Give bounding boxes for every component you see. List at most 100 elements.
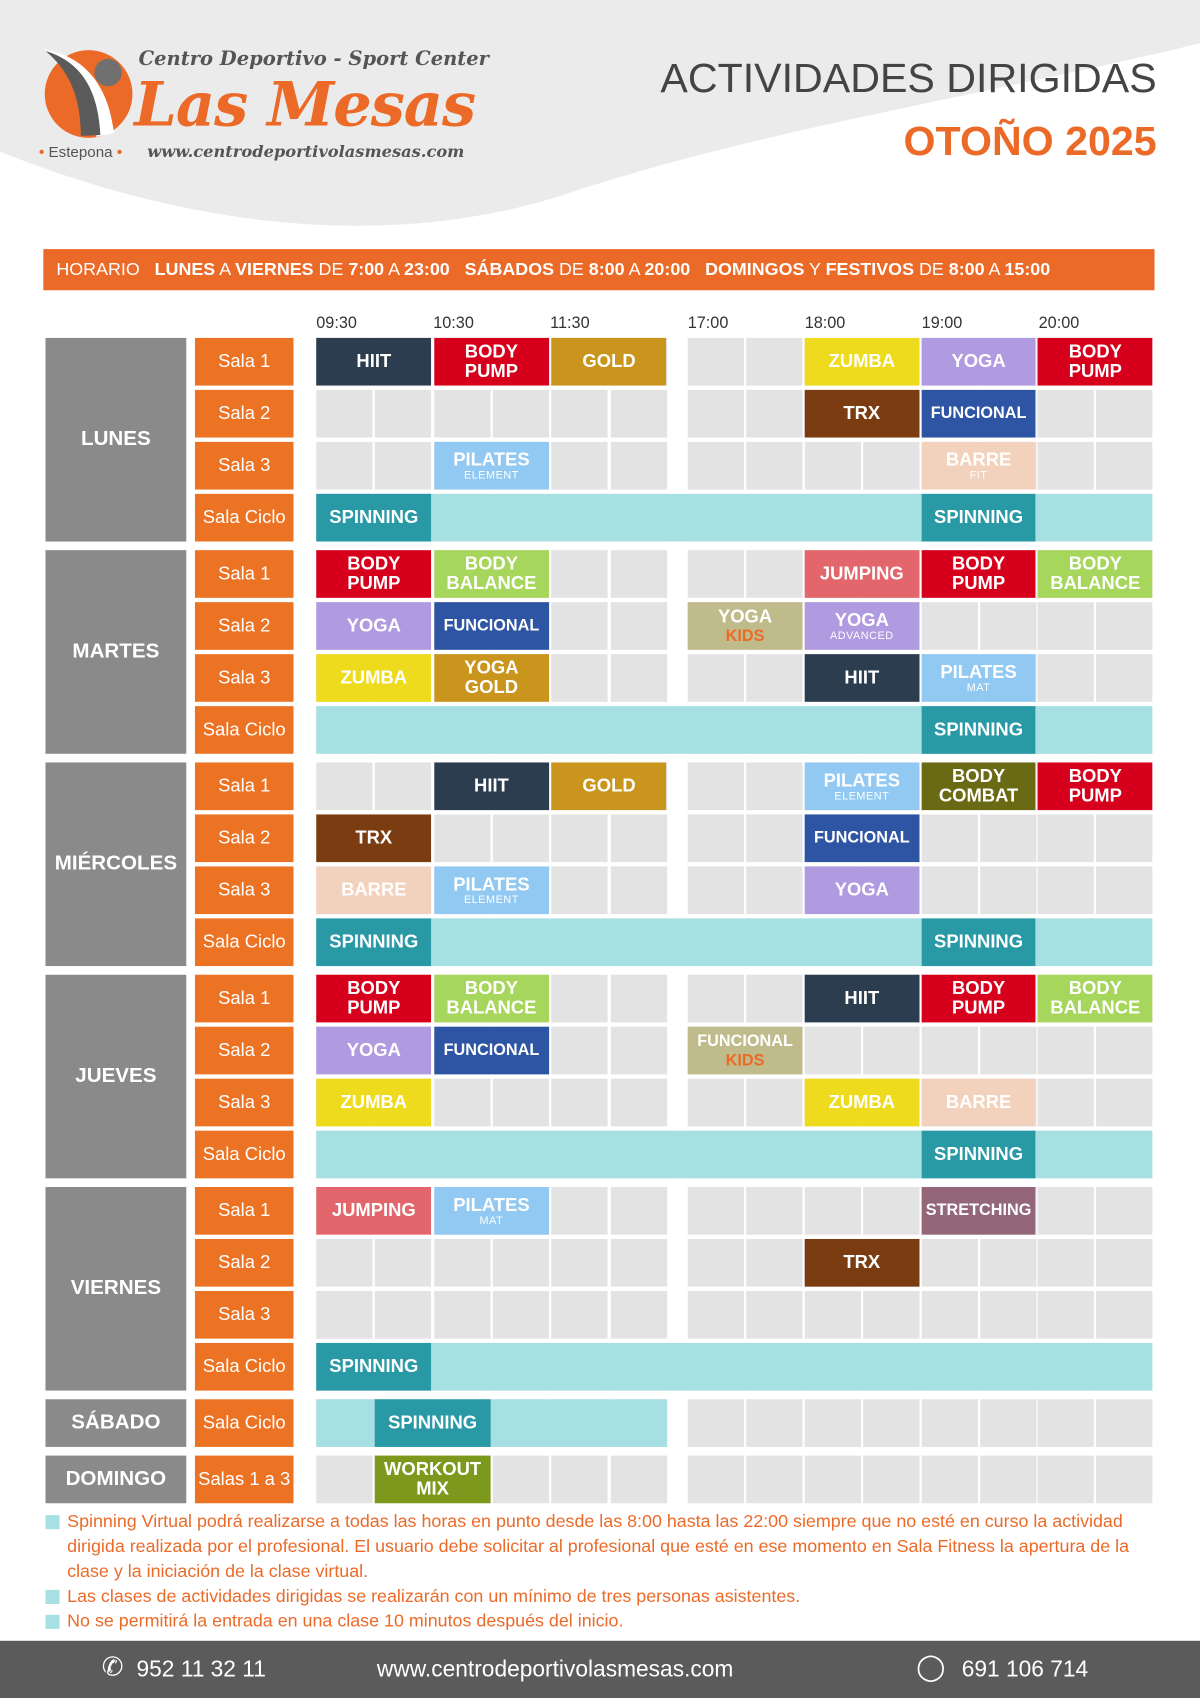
class-block[interactable]: SPINNING	[316, 918, 432, 967]
empty-slot	[551, 550, 608, 598]
empty-slot	[746, 814, 803, 863]
empty-slot	[492, 1455, 549, 1504]
class-block[interactable]: ZUMBA	[804, 337, 920, 386]
class-name: PILATES	[940, 661, 1017, 682]
class-block[interactable]: PILATES ELEMENT	[433, 441, 549, 490]
class-block[interactable]: BODY PUMP	[433, 337, 549, 386]
empty-slot	[610, 1455, 667, 1504]
time-header: 11:30	[550, 314, 590, 333]
empty-slot	[687, 654, 745, 702]
empty-slot	[1037, 814, 1095, 863]
class-block[interactable]: PILATES MAT	[433, 1187, 549, 1235]
class-block[interactable]: SPINNING	[375, 1399, 491, 1447]
class-block[interactable]: ZUMBA	[316, 654, 432, 702]
class-block[interactable]: BODY PUMP	[316, 550, 432, 598]
empty-slot	[921, 1026, 978, 1075]
class-block[interactable]: SPINNING	[921, 918, 1036, 967]
room-label: Sala 1	[194, 550, 294, 598]
class-block[interactable]: BODY PUMP	[921, 550, 1036, 598]
room-label: Sala 2	[194, 1026, 294, 1075]
class-block[interactable]: ZUMBA	[316, 1078, 432, 1127]
class-block[interactable]: PILATES MAT	[921, 654, 1036, 702]
class-block[interactable]: SPINNING	[921, 706, 1036, 754]
class-block[interactable]: ZUMBA	[804, 1078, 920, 1127]
empty-slot	[746, 441, 803, 490]
class-block[interactable]: TRX	[804, 1238, 920, 1287]
class-block[interactable]: BODY BALANCE	[433, 974, 549, 1023]
class-block[interactable]: HIIT	[316, 337, 432, 386]
empty-slot	[862, 1455, 920, 1504]
class-block[interactable]: HIIT	[804, 974, 920, 1023]
empty-slot	[610, 866, 667, 915]
class-block[interactable]: HIIT	[433, 762, 549, 811]
time-header: 10:30	[433, 314, 474, 333]
class-block[interactable]: SPINNING	[921, 493, 1036, 542]
class-block[interactable]: BODY PUMP	[921, 974, 1036, 1023]
empty-slot	[687, 441, 745, 490]
class-block[interactable]: BARRE	[921, 1078, 1036, 1127]
class-block[interactable]: BODY BALANCE	[433, 550, 549, 598]
class-block[interactable]: TRX	[316, 814, 432, 863]
class-block[interactable]: BODY PUMP	[1037, 337, 1153, 386]
class-name: BODY PUMP	[1068, 765, 1122, 806]
empty-slot	[979, 1026, 1036, 1075]
class-block[interactable]: YOGA	[804, 866, 920, 915]
empty-slot	[979, 814, 1036, 863]
class-block[interactable]: FUNCIONAL KIDS	[687, 1026, 803, 1075]
empty-slot	[375, 762, 432, 811]
class-block[interactable]: YOGA KIDS	[687, 602, 803, 650]
class-name: YOGA	[834, 609, 889, 630]
class-block[interactable]: GOLD	[551, 762, 667, 811]
class-block[interactable]: FUNCIONAL	[921, 389, 1036, 438]
footer-whatsapp: 691 106 714	[961, 1657, 1089, 1682]
class-block[interactable]: YOGA ADVANCED	[804, 602, 920, 650]
day-label: SÁBADO	[45, 1399, 187, 1447]
empty-slot	[1037, 1399, 1095, 1447]
time-header: 20:00	[1038, 314, 1080, 333]
class-name: WORKOUT MIX	[384, 1458, 482, 1499]
empty-slot	[316, 762, 373, 811]
footer-website[interactable]: www.centrodeportivolasmesas.com	[376, 1657, 734, 1682]
class-block[interactable]: BODY PUMP	[316, 974, 432, 1023]
class-block[interactable]: FUNCIONAL	[433, 602, 549, 650]
logo-website: www.centrodeportivolasmesas.com	[147, 141, 465, 162]
class-block[interactable]: YOGA	[316, 1026, 432, 1075]
class-block[interactable]: WORKOUT MIX	[375, 1455, 491, 1504]
class-block[interactable]: BODY PUMP	[1037, 762, 1153, 811]
class-name: BODY COMBAT	[938, 765, 1019, 806]
class-block[interactable]: BODY BALANCE	[1037, 550, 1153, 598]
class-block[interactable]: TRX	[804, 389, 920, 438]
class-block[interactable]: YOGA GOLD	[433, 654, 549, 702]
class-block[interactable]: JUMPING	[316, 1187, 432, 1235]
class-block[interactable]: PILATES ELEMENT	[433, 866, 549, 915]
class-block[interactable]: SPINNING	[316, 1342, 432, 1391]
time-header: 17:00	[687, 314, 729, 333]
class-block[interactable]: SPINNING	[921, 1130, 1036, 1179]
class-block[interactable]: BODY BALANCE	[1037, 974, 1153, 1023]
class-block[interactable]: STRETCHING	[921, 1187, 1036, 1235]
room-label: Sala Ciclo	[194, 706, 294, 754]
class-block[interactable]: JUMPING	[804, 550, 920, 598]
class-block[interactable]: YOGA	[921, 337, 1036, 386]
class-block[interactable]: FUNCIONAL	[804, 814, 920, 863]
day-label: DOMINGO	[45, 1455, 187, 1504]
empty-slot	[1037, 1238, 1095, 1287]
class-block[interactable]: BODY COMBAT	[921, 762, 1036, 811]
class-block[interactable]: YOGA	[316, 602, 432, 650]
time-header: 18:00	[804, 314, 846, 333]
class-name: BARRE	[341, 879, 407, 900]
class-name: BODY BALANCE	[446, 553, 537, 594]
class-block[interactable]: FUNCIONAL	[433, 1026, 549, 1075]
class-block[interactable]: PILATES ELEMENT	[804, 762, 920, 811]
class-variant: ELEMENT	[463, 469, 519, 482]
class-block[interactable]: HIIT	[804, 654, 920, 702]
room-label: Sala 1	[194, 1187, 294, 1235]
class-name: TRX	[843, 1251, 881, 1273]
class-block[interactable]: BARRE	[316, 866, 432, 915]
class-name: YOGA	[717, 605, 773, 627]
class-block[interactable]: SPINNING	[316, 493, 432, 542]
class-block[interactable]: GOLD	[551, 337, 667, 386]
empty-slot	[492, 1238, 549, 1287]
room-label: Sala 1	[194, 762, 294, 811]
class-block[interactable]: BARRE FIT	[921, 441, 1036, 490]
